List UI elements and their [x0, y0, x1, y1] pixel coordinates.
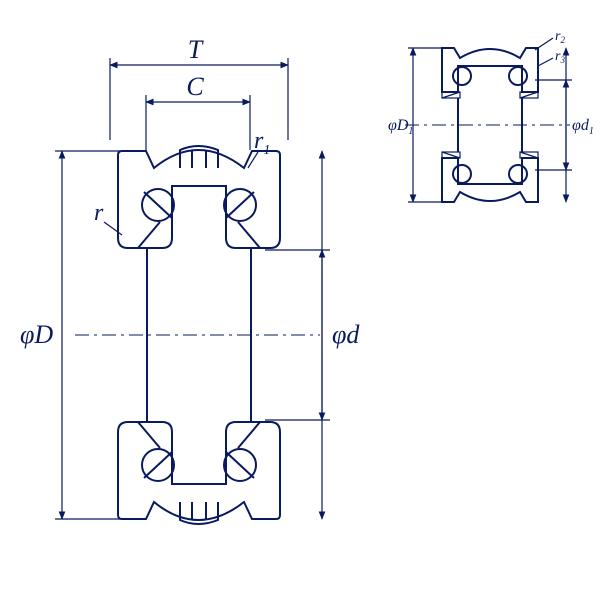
bearing-diagram: T C φD φd r r1	[0, 0, 600, 600]
label-phid: φd	[332, 320, 360, 349]
label-phiD: φD	[20, 320, 53, 349]
label-C: C	[186, 72, 204, 101]
label-T: T	[188, 35, 204, 64]
main-figure: T C φD φd r r1	[20, 35, 360, 524]
label-r3: r3	[555, 49, 565, 65]
label-r: r	[94, 200, 104, 226]
label-phid1: φd1	[572, 117, 594, 137]
label-r2: r2	[555, 29, 565, 45]
inset-figure: φD1 φd1 r2 r3	[388, 29, 594, 202]
bearing-top	[118, 146, 280, 248]
bearing-bottom	[118, 422, 280, 524]
label-phiD1: φD1	[388, 117, 413, 137]
